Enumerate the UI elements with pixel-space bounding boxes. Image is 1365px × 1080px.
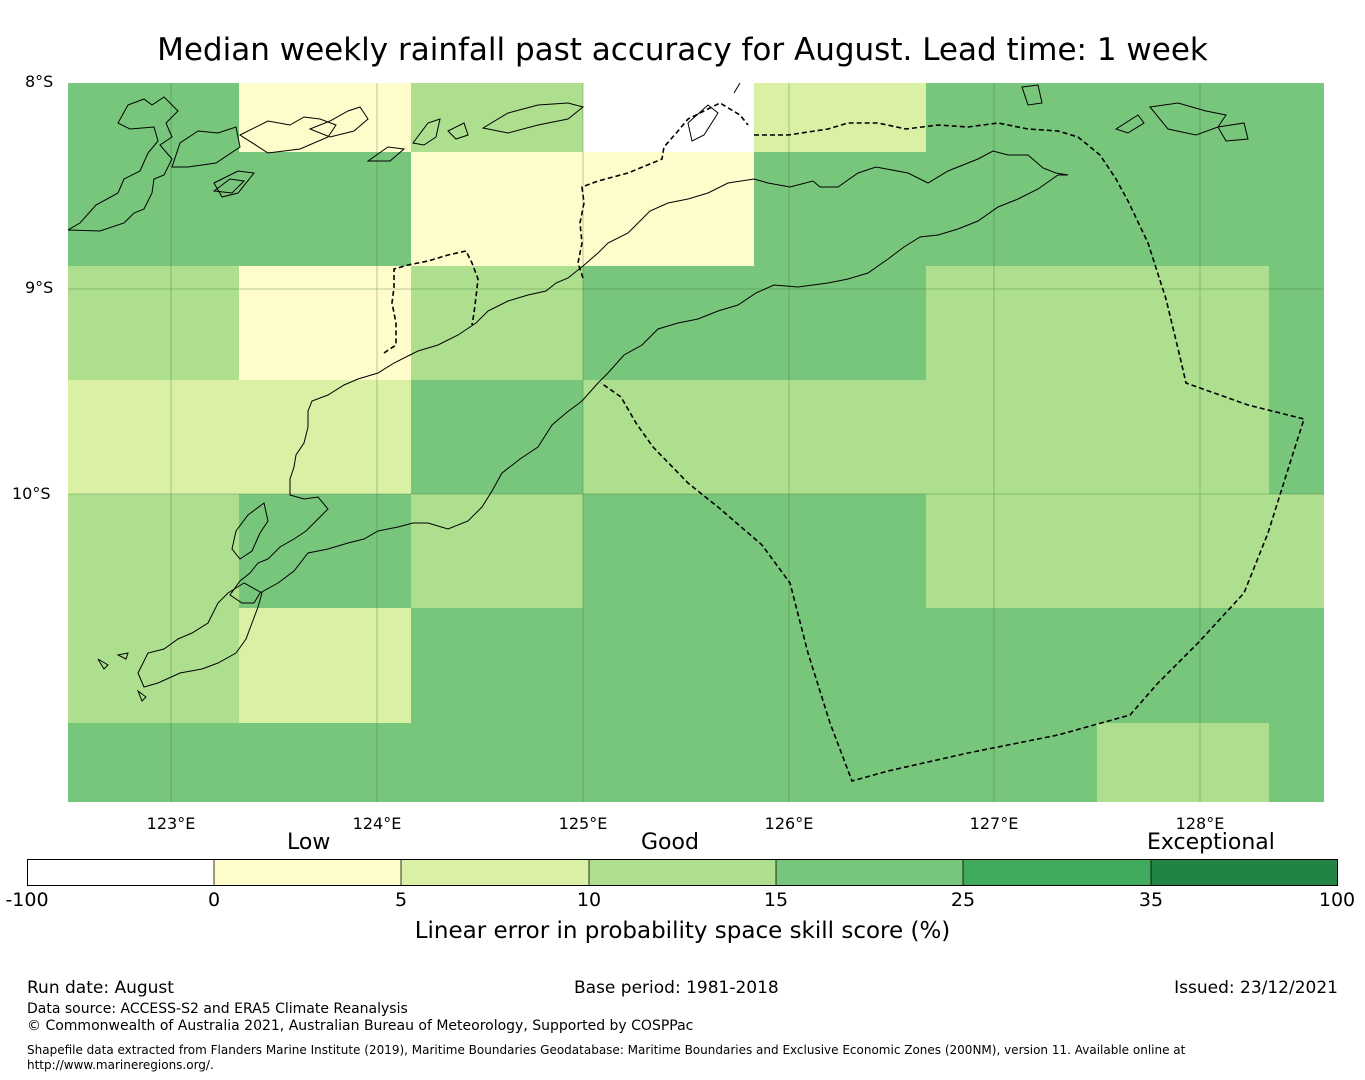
grid-cell bbox=[68, 608, 239, 723]
grid-cell bbox=[411, 152, 754, 266]
grid-cell bbox=[411, 380, 583, 494]
lon-label-127e: 127°E bbox=[969, 814, 1019, 833]
skill-score-map bbox=[68, 83, 1324, 802]
grid-cell bbox=[68, 152, 411, 266]
colorbar-segment bbox=[27, 859, 214, 886]
copyright: © Commonwealth of Australia 2021, Austra… bbox=[27, 1018, 694, 1034]
colorbar-tick: 0 bbox=[207, 889, 221, 911]
grid-cell bbox=[411, 266, 583, 380]
run-date: Run date: August bbox=[27, 978, 174, 998]
graticule bbox=[68, 83, 1324, 802]
grid-cell bbox=[926, 266, 1269, 380]
colorbar-category-good: Good bbox=[641, 830, 699, 855]
grid-cell bbox=[754, 83, 926, 152]
lat-label-10s: 10°S bbox=[12, 484, 51, 503]
grid-cell bbox=[926, 83, 1324, 152]
grid-cell bbox=[411, 494, 583, 608]
grid-cell bbox=[1097, 723, 1269, 802]
colorbar-tick: 25 bbox=[950, 889, 976, 911]
colorbar-category-exceptional: Exceptional bbox=[1147, 830, 1275, 855]
lon-label-123e: 123°E bbox=[146, 814, 196, 833]
colorbar-tick: 15 bbox=[763, 889, 789, 911]
colorbar-category-low: Low bbox=[287, 830, 331, 855]
skill-grid bbox=[68, 83, 1324, 802]
maritime-boundaries bbox=[383, 102, 1306, 782]
colorbar-segment bbox=[401, 859, 589, 886]
shapefile-url: http://www.marineregions.org/. bbox=[27, 1058, 214, 1072]
grid-cell bbox=[68, 83, 239, 152]
shapefile-credit: Shapefile data extracted from Flanders M… bbox=[27, 1043, 1186, 1057]
lon-label-125e: 125°E bbox=[558, 814, 608, 833]
grid-cell bbox=[239, 83, 411, 152]
colorbar-segment bbox=[214, 859, 401, 886]
grid-cell bbox=[68, 380, 411, 494]
lon-label-126e: 126°E bbox=[764, 814, 814, 833]
coastlines bbox=[68, 83, 1249, 702]
colorbar-tick: 35 bbox=[1138, 889, 1164, 911]
grid-cell bbox=[68, 266, 239, 380]
issued-date: Issued: 23/12/2021 bbox=[1174, 978, 1338, 998]
colorbar bbox=[27, 859, 1338, 886]
grid-cell bbox=[411, 608, 1324, 723]
grid-cell bbox=[239, 266, 411, 380]
lon-label-128e: 128°E bbox=[1175, 814, 1225, 833]
colorbar-segment bbox=[589, 859, 776, 886]
grid-cell bbox=[754, 152, 1324, 266]
lon-label-124e: 124°E bbox=[352, 814, 402, 833]
grid-cell bbox=[1269, 723, 1324, 802]
grid-cell bbox=[1269, 266, 1324, 380]
base-period: Base period: 1981-2018 bbox=[574, 978, 779, 998]
colorbar-segment bbox=[1151, 859, 1338, 886]
colorbar-tick: -100 bbox=[5, 889, 49, 911]
grid-cell bbox=[1269, 380, 1324, 494]
lat-label-9s: 9°S bbox=[25, 278, 54, 297]
data-source: Data source: ACCESS-S2 and ERA5 Climate … bbox=[27, 1001, 408, 1017]
colorbar-segment bbox=[776, 859, 963, 886]
colorbar-tick: 100 bbox=[1318, 889, 1356, 911]
grid-cell bbox=[583, 494, 926, 608]
colorbar-segment bbox=[963, 859, 1151, 886]
grid-cell bbox=[926, 494, 1324, 608]
colorbar-tick: 5 bbox=[394, 889, 408, 911]
map-title: Median weekly rainfall past accuracy for… bbox=[157, 32, 1208, 68]
colorbar-label: Linear error in probability space skill … bbox=[414, 918, 951, 944]
grid-cell bbox=[583, 380, 1269, 494]
lat-label-8s: 8°S bbox=[25, 72, 54, 91]
grid-cell bbox=[68, 494, 239, 608]
grid-cell bbox=[239, 608, 411, 723]
grid-cell bbox=[68, 723, 1097, 802]
grid-cell bbox=[583, 83, 754, 152]
grid-cell bbox=[583, 266, 926, 380]
grid-cell bbox=[411, 83, 583, 152]
colorbar-tick: 10 bbox=[576, 889, 602, 911]
